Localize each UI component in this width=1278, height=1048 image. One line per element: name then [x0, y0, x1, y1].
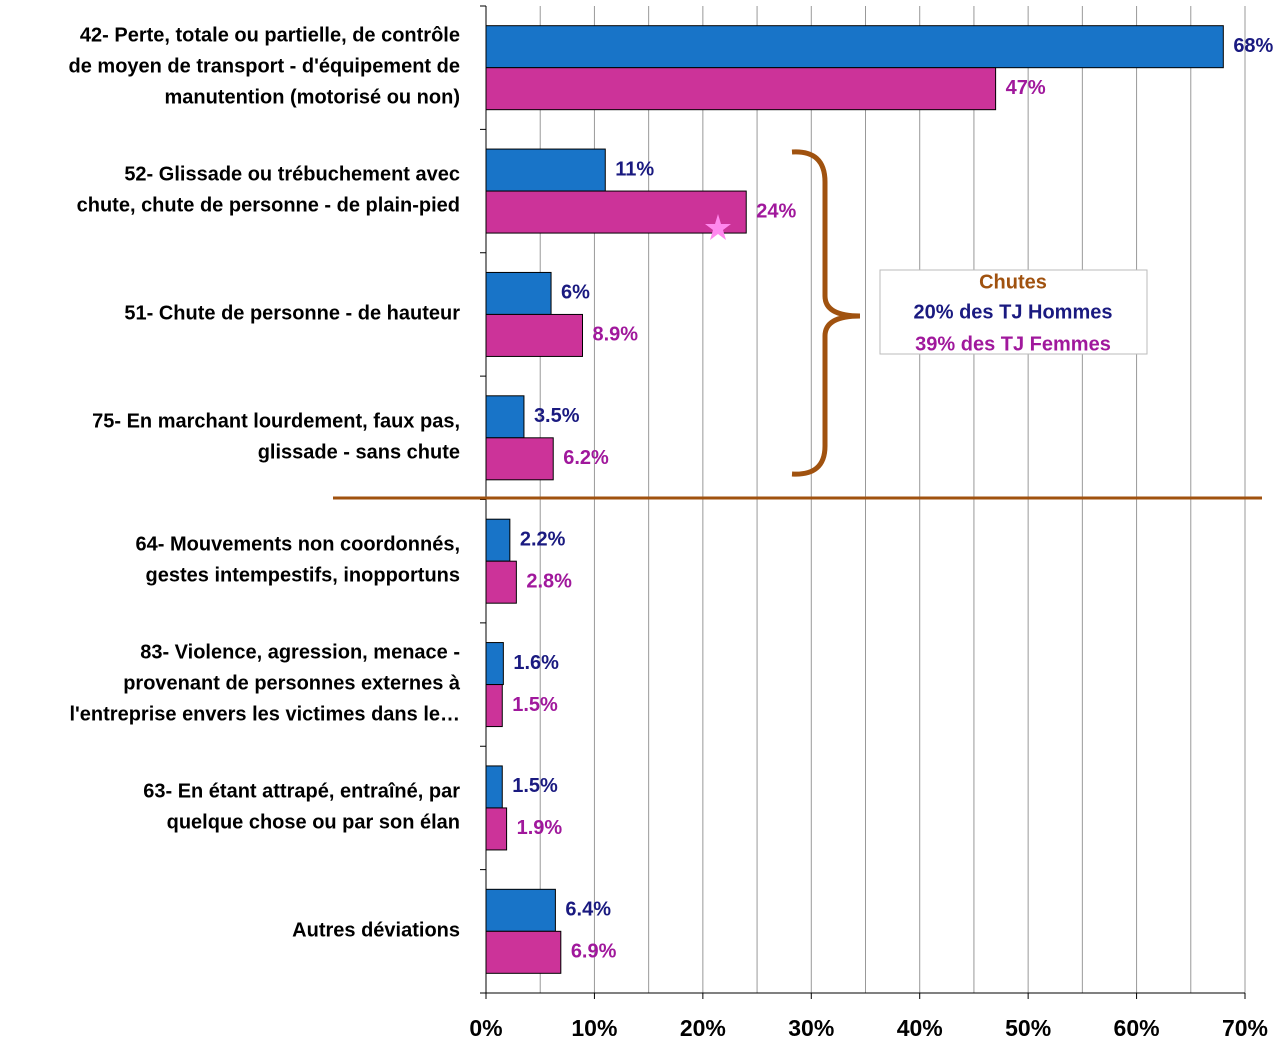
bar: [485, 313, 584, 357]
value-label: 1.6%: [513, 652, 559, 674]
bar: [485, 807, 508, 851]
annotation-line: 39% des TJ Femmes: [915, 333, 1111, 355]
value-label: 11%: [615, 158, 654, 180]
y-tick-label: 42- Perte, totale ou partielle, de contr…: [69, 25, 460, 109]
star: [705, 214, 731, 240]
annotation-box: [879, 269, 1148, 355]
bar: [485, 930, 562, 974]
x-tick-label: 40%: [897, 1015, 943, 1041]
value-label: 6.9%: [571, 941, 617, 963]
value-label: 47%: [1006, 77, 1046, 99]
bar: [485, 67, 997, 111]
y-tick-label: 51- Chute de personne - de hauteur: [124, 303, 460, 325]
value-label: 68%: [1233, 35, 1273, 57]
brace: [791, 149, 861, 477]
bar: [485, 765, 503, 809]
plot: 0% 10% 20% 30% 40% 50% 60% 70% 42- Perte, totale…: [69, 5, 1274, 1041]
value-label: 6.2%: [563, 447, 609, 469]
bar: [485, 518, 511, 562]
value-label: 2.2%: [520, 528, 566, 550]
bar: [485, 642, 504, 686]
y-tick-label: 52- Glissade ou trébuchement avec chute, …: [77, 164, 460, 217]
x-tick-label: 70%: [1222, 1015, 1268, 1041]
bar: [485, 190, 747, 234]
bar: [485, 888, 556, 932]
bar: [485, 148, 606, 192]
y-tick-label: 64- Mouvements non coordonnés, gestes int…: [136, 534, 460, 587]
x-tick-label: 50%: [1005, 1015, 1051, 1041]
value-label: 1.9%: [517, 817, 563, 839]
bar: [485, 395, 525, 439]
annotation-line: 20% des TJ Hommes: [914, 301, 1113, 323]
value-label: 2.8%: [526, 570, 572, 592]
value-label: 3.5%: [534, 405, 580, 427]
annotation-title: Chutes: [979, 271, 1047, 293]
bar: [485, 25, 1224, 69]
value-label: 24%: [756, 200, 796, 222]
value-label: 6%: [561, 282, 590, 304]
x-tick-label: 60%: [1114, 1015, 1160, 1041]
y-tick-label: 75- En marchant lourdement, faux pas, gli…: [92, 411, 460, 464]
x-tick-label: 0%: [469, 1015, 502, 1041]
x-tick-label: 10%: [571, 1015, 617, 1041]
y-tick-label: 83- Violence, agression, menace -provena…: [69, 642, 460, 726]
bar: [485, 437, 554, 481]
x-tick-label: 20%: [680, 1015, 726, 1041]
y-tick-label: Autres déviations: [292, 920, 460, 942]
value-label: 6.4%: [565, 899, 611, 921]
value-label: 1.5%: [512, 775, 558, 797]
bar: [485, 684, 503, 728]
bar: [485, 560, 517, 604]
x-tick-label: 30%: [788, 1015, 834, 1041]
y-tick-label: 63- En étant attrapé, entraîné, par quelq…: [143, 781, 460, 834]
value-label: 1.5%: [512, 694, 558, 716]
bar: [485, 271, 552, 315]
value-label: 8.9%: [593, 324, 639, 346]
